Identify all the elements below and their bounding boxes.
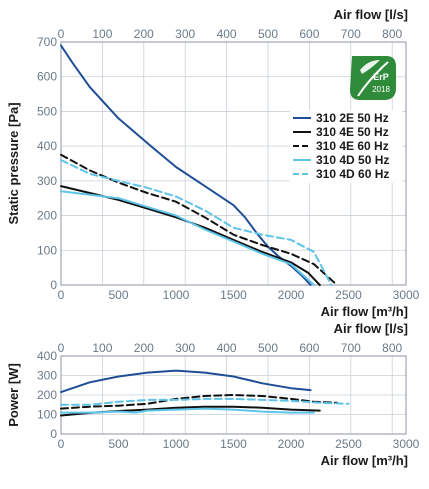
plot-frame (60, 41, 407, 286)
badge-text-erp: ErP (373, 72, 389, 82)
x-tick-label: 3000 (393, 288, 420, 302)
x2-axis-title: Air flow [l/s] (334, 321, 408, 336)
y-tick-label: 400 (37, 139, 57, 153)
y-tick-label: 600 (37, 70, 57, 84)
series-line-310-4e-60-hz (60, 153, 338, 286)
x2-tick-label: 0 (58, 27, 65, 41)
x2-tick-label: 400 (217, 341, 237, 355)
x2-tick-label: 300 (175, 27, 195, 41)
x2-tick-label: 500 (258, 341, 278, 355)
y-tick-label: 200 (37, 388, 57, 402)
series-line-310-4d-50-hz (60, 190, 315, 286)
x-tick-label: 2500 (335, 288, 362, 302)
x2-tick-label: 200 (134, 341, 154, 355)
x2-tick-label: 400 (217, 27, 237, 41)
y-axis-title: Power [W] (6, 363, 21, 427)
erp-2018-badge: ErP 2018 (350, 56, 396, 100)
x2-tick-label: 500 (258, 27, 278, 41)
series-line-310-4e-50-hz (60, 185, 321, 286)
y-tick-label: 500 (37, 104, 57, 118)
x2-tick-label: 100 (92, 341, 112, 355)
series-line-310-4d-60-hz (60, 159, 333, 286)
y-tick-label: 100 (37, 243, 57, 257)
x2-tick-label: 600 (299, 27, 319, 41)
x-tick-label: 0 (58, 437, 65, 451)
x2-tick-label: 700 (341, 341, 361, 355)
y-tick-label: 400 (37, 349, 57, 363)
x-tick-label: 1500 (220, 288, 247, 302)
x-tick-label: 2000 (278, 437, 305, 451)
legend-label: 310 4D 60 Hz (316, 167, 389, 181)
x-axis-title: Air flow [m³/h] (321, 453, 408, 468)
legend-label: 310 4E 60 Hz (316, 139, 389, 153)
series-line-310-4d-50-hz (60, 407, 315, 414)
series-line-310-4d-60-hz (60, 397, 350, 406)
series-line-310-4e-60-hz (60, 394, 338, 410)
y-tick-label: 700 (37, 35, 57, 49)
legend-label: 310 4E 50 Hz (316, 125, 389, 139)
leaf-vein-icon (357, 61, 389, 97)
legend-label: 310 2E 50 Hz (316, 111, 389, 125)
y-tick-label: 300 (37, 369, 57, 383)
legend-label: 310 4D 50 Hz (316, 153, 389, 167)
x2-tick-label: 800 (382, 27, 402, 41)
x-axis-title: Air flow [m³/h] (321, 304, 408, 319)
x2-tick-label: 700 (341, 27, 361, 41)
x-tick-label: 2500 (335, 437, 362, 451)
x-tick-label: 1000 (163, 437, 190, 451)
plot-frame (60, 355, 407, 435)
x2-tick-label: 100 (92, 27, 112, 41)
x-tick-label: 2000 (278, 288, 305, 302)
legend-background (290, 110, 402, 183)
x2-axis-title: Air flow [l/s] (334, 7, 408, 22)
leaf-sprout-icon (360, 60, 380, 74)
x-tick-label: 3000 (393, 437, 420, 451)
series-line-310-2e-50-hz (60, 369, 312, 394)
y-tick-label: 100 (37, 408, 57, 422)
y-tick-label: 0 (50, 278, 57, 292)
x-tick-label: 1500 (220, 437, 247, 451)
x2-tick-label: 0 (58, 341, 65, 355)
y-tick-label: 200 (37, 209, 57, 223)
x-tick-label: 1000 (163, 288, 190, 302)
y-axis-title: Static pressure [Pa] (6, 102, 21, 224)
x-tick-label: 500 (108, 437, 128, 451)
y-tick-label: 0 (50, 427, 57, 441)
y-tick-label: 300 (37, 174, 57, 188)
x2-tick-label: 300 (175, 341, 195, 355)
badge-text-year: 2018 (372, 85, 390, 94)
x2-tick-label: 600 (299, 341, 319, 355)
x-tick-label: 0 (58, 288, 65, 302)
x2-tick-label: 200 (134, 27, 154, 41)
x-tick-label: 500 (108, 288, 128, 302)
x2-tick-label: 800 (382, 341, 402, 355)
